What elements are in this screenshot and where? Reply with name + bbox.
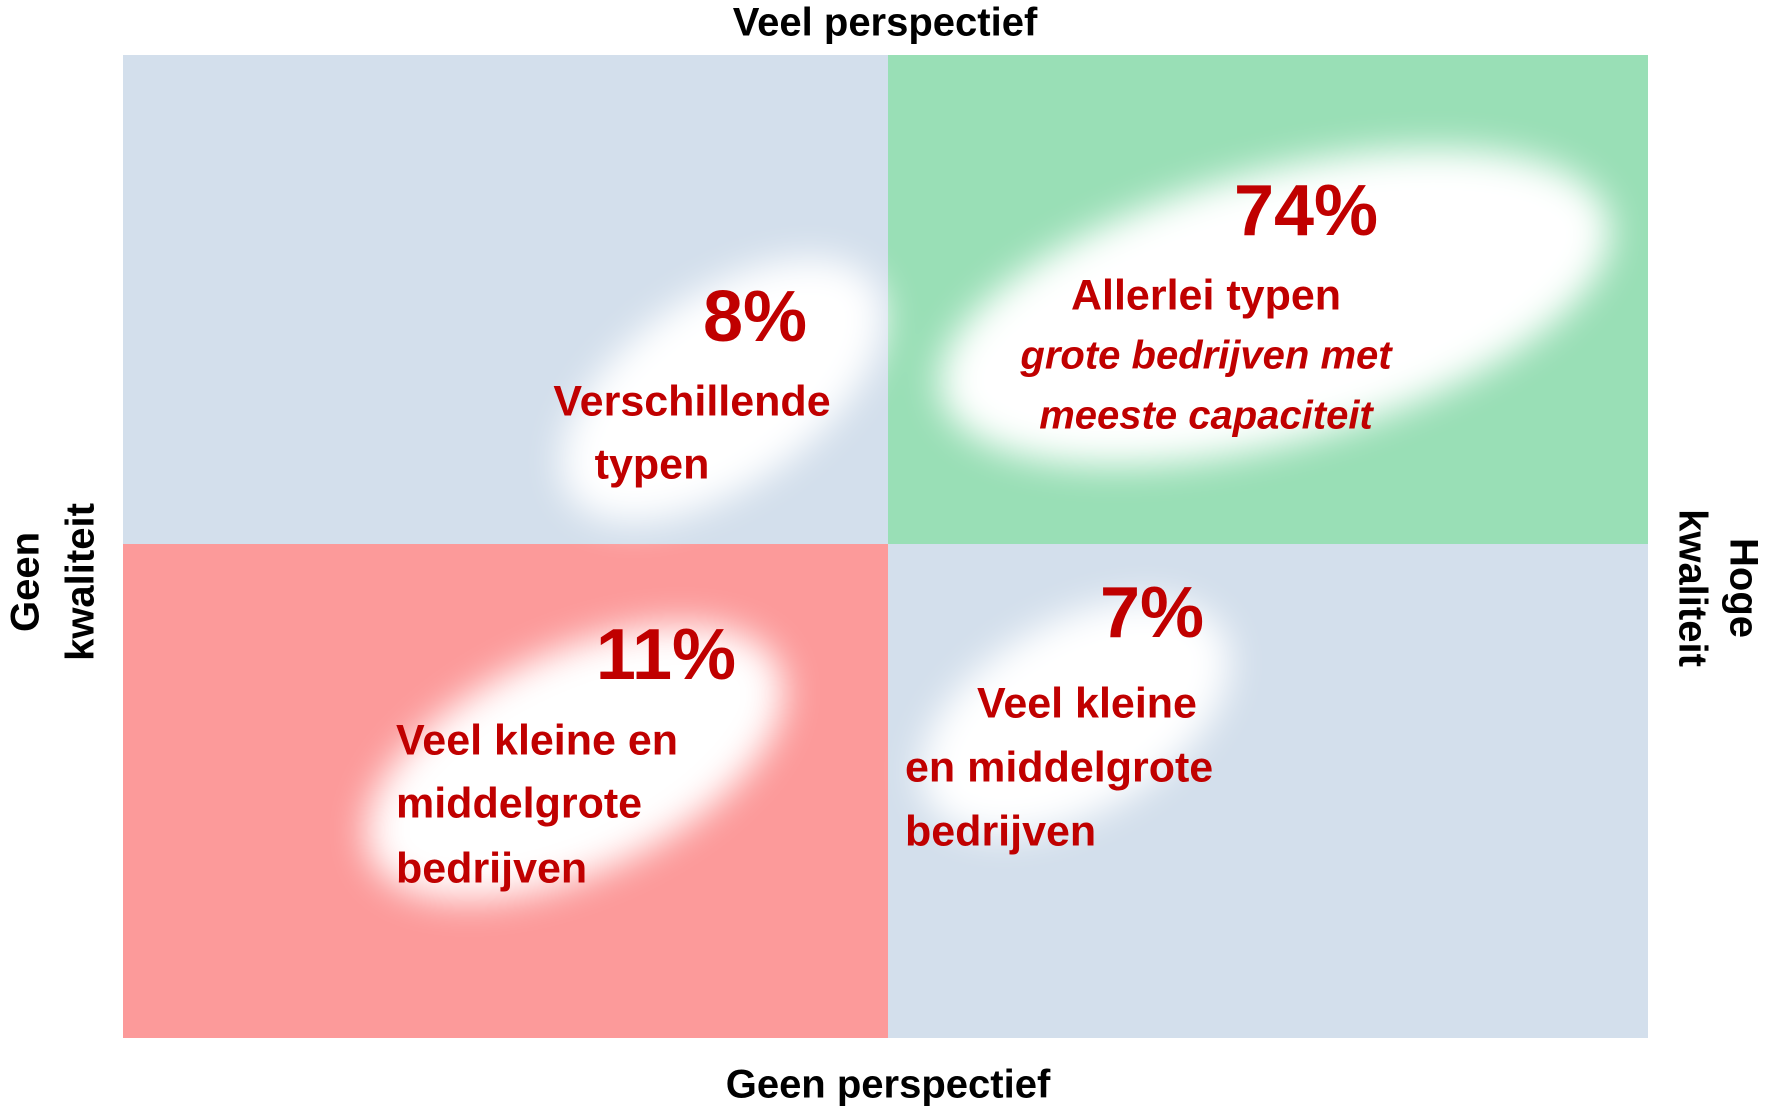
axis-right: Hoge: [1721, 538, 1765, 638]
description-italic: meeste capaciteit: [1039, 394, 1374, 438]
percent: 11%: [596, 615, 736, 695]
description: typen: [595, 440, 710, 488]
description: Allerlei typen: [1071, 271, 1341, 319]
description: en middelgrote: [905, 743, 1213, 791]
description-italic: grote bedrijven met: [1019, 334, 1393, 378]
highlight: [939, 148, 1611, 466]
description: bedrijven: [905, 807, 1096, 855]
description: Veel kleine en: [396, 716, 678, 764]
axis-left: Geen: [4, 532, 48, 632]
description: Verschillende: [553, 377, 830, 425]
axis-top: Veel perspectief: [733, 1, 1038, 45]
highlight: [365, 624, 785, 900]
percent: 74%: [1234, 171, 1378, 251]
percent: 8%: [703, 277, 807, 357]
description: bedrijven: [396, 844, 587, 892]
description: Veel kleine: [977, 679, 1197, 727]
axis-bottom: Geen perspectief: [726, 1063, 1051, 1107]
highlight: [560, 258, 884, 522]
highlight: [920, 598, 1230, 836]
axis-left: kwaliteit: [59, 503, 103, 661]
description: middelgrote: [396, 779, 642, 827]
percent: 7%: [1100, 573, 1204, 653]
axis-right: kwaliteit: [1670, 509, 1714, 667]
